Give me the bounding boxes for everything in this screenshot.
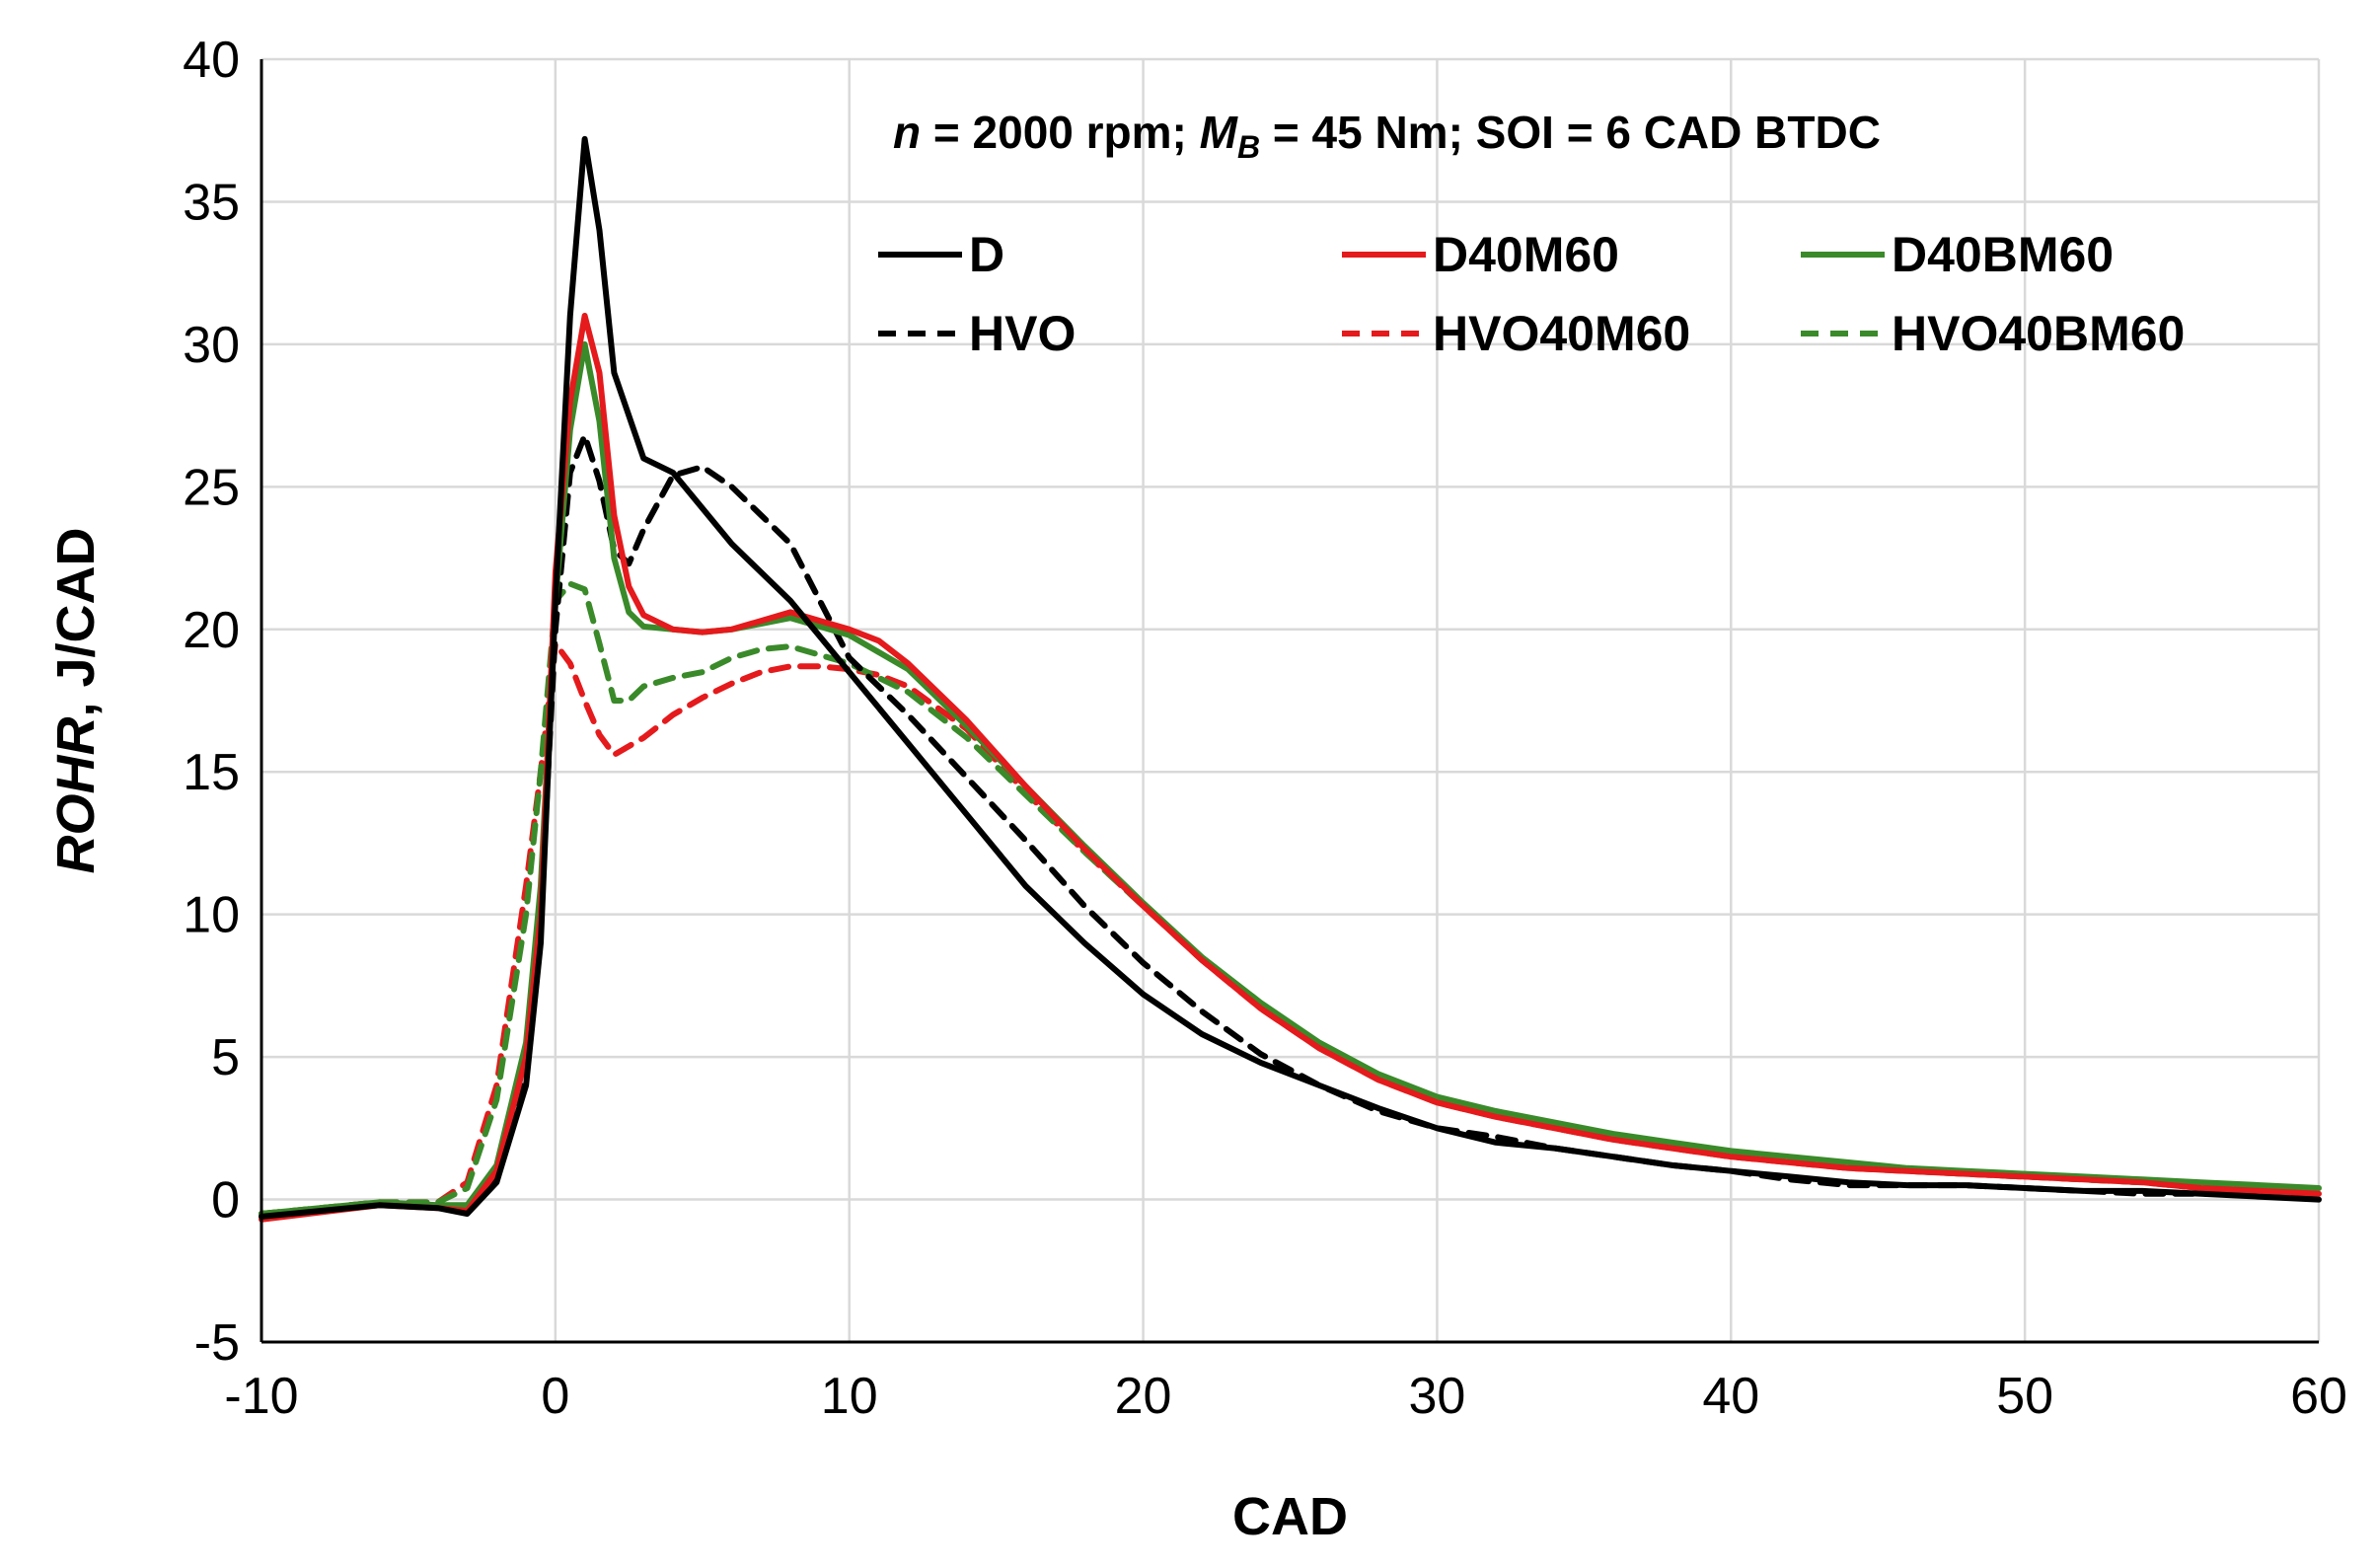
x-tick-label: 20 — [1115, 1368, 1172, 1425]
legend-label-d: D — [969, 227, 1004, 282]
annotation-n-symbol: n — [893, 107, 921, 158]
series-lines — [259, 135, 2322, 1223]
x-tick-label: 10 — [821, 1368, 878, 1425]
y-axis-title: ROHR, J/CAD — [46, 527, 106, 873]
legend-label-hvo: HVO — [969, 306, 1076, 361]
legend-label-d40bm60: D40BM60 — [1892, 227, 2114, 282]
series-line-hvo40bm60 — [259, 580, 2322, 1217]
y-tick-label: 5 — [211, 1029, 240, 1086]
legend-label-hvo40bm60: HVO40BM60 — [1892, 306, 2185, 361]
y-tick-label: 20 — [183, 602, 240, 659]
axes — [260, 59, 2319, 1344]
y-tick-label: 10 — [183, 887, 240, 944]
y-tick-label: 30 — [183, 317, 240, 374]
x-tick-label: 0 — [541, 1368, 569, 1425]
y-tick-label: 35 — [183, 174, 240, 231]
x-axis-title: CAD — [1232, 1487, 1348, 1546]
y-tick-labels: -5 0 5 10 15 20 25 30 35 40 — [183, 32, 240, 1372]
x-tick-label: -10 — [224, 1368, 298, 1425]
y-tick-label: 15 — [183, 744, 240, 801]
x-tick-label: 30 — [1409, 1368, 1466, 1425]
annotation-m-subscript: B — [1237, 129, 1260, 165]
annotation-m-symbol: M — [1200, 107, 1239, 158]
annotation-part1: = 2000 rpm; — [921, 107, 1200, 158]
legend-label-d40m60: D40M60 — [1433, 227, 1619, 282]
y-axis-title-unit: , J/CAD — [46, 527, 106, 716]
y-axis-title-symbol: ROHR — [46, 717, 106, 874]
x-tick-label: 60 — [2290, 1368, 2347, 1425]
legend: D D40M60 D40BM60 HVO HVO40M60 HVO40BM60 — [878, 227, 2185, 361]
series-line-d — [259, 135, 2322, 1220]
annotation-part2: = 45 Nm; SOI = 6 CAD BTDC — [1260, 107, 1881, 158]
legend-label-hvo40m60: HVO40M60 — [1433, 306, 1690, 361]
y-tick-label: 0 — [211, 1172, 240, 1230]
y-tick-label: -5 — [194, 1314, 240, 1372]
y-tick-label: 40 — [183, 32, 240, 89]
series-line-hvo40m60 — [259, 640, 2322, 1217]
series-line-hvo — [259, 432, 2322, 1217]
operating-conditions-annotation: n = 2000 rpm; MB = 45 Nm; SOI = 6 CAD BT… — [893, 107, 1881, 165]
x-tick-label: 40 — [1702, 1368, 1759, 1425]
x-tick-labels: -10 0 10 20 30 40 50 60 — [224, 1368, 2347, 1425]
x-tick-label: 50 — [1996, 1368, 2053, 1425]
y-tick-label: 25 — [183, 459, 240, 516]
